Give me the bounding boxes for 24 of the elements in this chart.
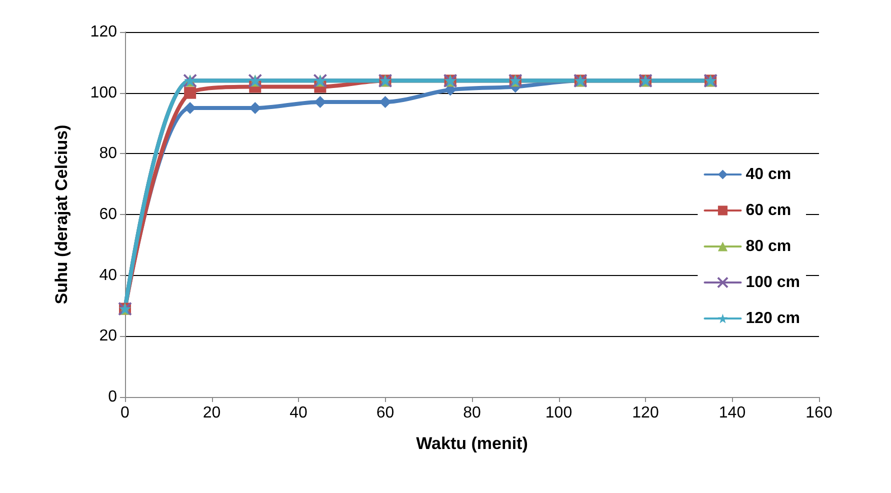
y-tick-label: 20 bbox=[99, 328, 118, 345]
x-tick-label: 100 bbox=[545, 404, 572, 422]
y-tick-label: 60 bbox=[99, 206, 118, 223]
x-tick-label: 40 bbox=[290, 404, 308, 422]
x-tick-label: 80 bbox=[463, 404, 481, 422]
point bbox=[184, 86, 196, 99]
legend-label: 80 cm bbox=[746, 238, 792, 255]
y-tick-label: 0 bbox=[108, 388, 118, 406]
y-tick-label: 120 bbox=[90, 24, 118, 40]
legend-label: 60 cm bbox=[746, 202, 792, 219]
y-tick-label: 40 bbox=[99, 266, 118, 284]
x-tick-label: 140 bbox=[718, 404, 746, 422]
x-tick-label: 0 bbox=[120, 404, 130, 422]
legend-label: 40 cm bbox=[746, 166, 792, 183]
x-tick-label: 20 bbox=[202, 404, 221, 422]
x-tick-label: 60 bbox=[376, 404, 394, 422]
y-tick-label: 100 bbox=[90, 84, 118, 102]
x-tick-label: 120 bbox=[632, 404, 659, 422]
x-axis-title: Waktu (menit) bbox=[416, 434, 528, 453]
legend-label: 120 cm bbox=[746, 310, 800, 327]
legend-label: 100 cm bbox=[746, 274, 800, 291]
y-tick-label: 80 bbox=[99, 145, 118, 162]
y-axis-title: Suhu (derajat Celcius) bbox=[52, 124, 71, 304]
x-tick-label: 160 bbox=[806, 404, 832, 422]
